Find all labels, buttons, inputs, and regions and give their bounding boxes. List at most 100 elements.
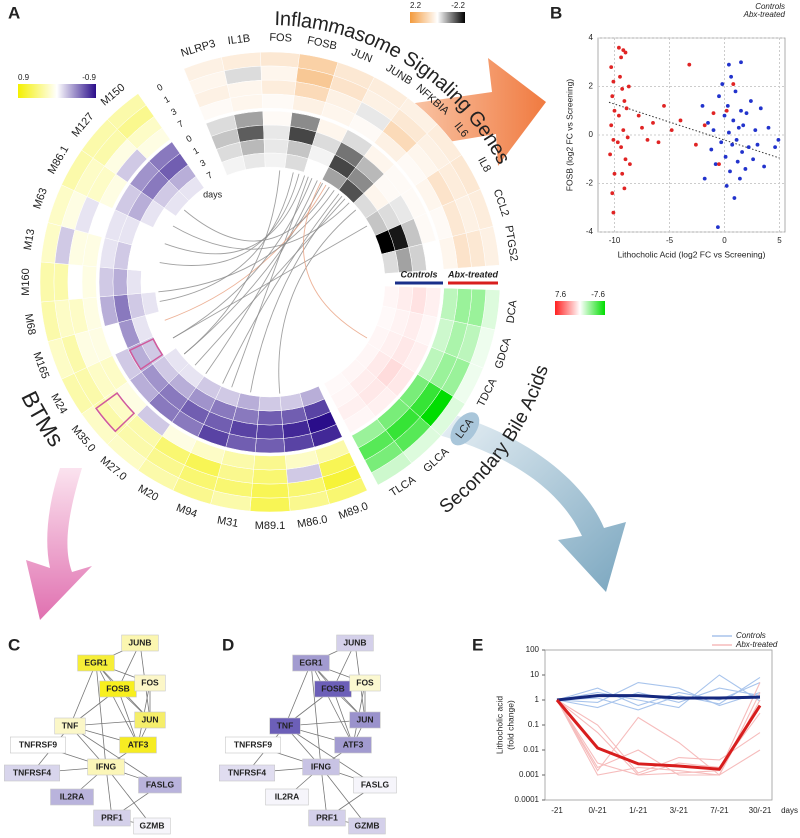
heatmap-cell: [98, 266, 114, 298]
node: [334, 736, 372, 754]
node-label: TNFRSF9: [234, 739, 273, 749]
point: [623, 157, 628, 162]
point: [716, 225, 720, 230]
sector-label: M165: [30, 350, 51, 380]
node: [302, 758, 340, 776]
highlight-box: [128, 337, 164, 371]
colorbar: [555, 301, 605, 315]
chord: [183, 186, 330, 242]
point: [725, 104, 730, 108]
node-label: EGR1: [299, 657, 322, 667]
point: [751, 157, 755, 162]
point: [620, 87, 625, 91]
heatmap-cell: [256, 424, 284, 440]
sector-label: M31: [216, 514, 239, 530]
point: [739, 60, 743, 65]
point: [762, 164, 766, 169]
node-label: FASLG: [146, 779, 175, 789]
heatmap-cell: [53, 262, 70, 302]
heatmap-cell: [258, 396, 282, 412]
chord: [278, 209, 357, 394]
time-label: 0: [155, 82, 164, 93]
y-tick-label: -2: [586, 179, 594, 188]
heatmap-cell: [253, 455, 287, 471]
node-label: GZMB: [139, 820, 164, 830]
node-label: IL2RA: [60, 791, 85, 801]
point: [621, 128, 626, 133]
point: [687, 62, 692, 67]
subject-line: [556, 674, 761, 709]
y-tick-label: 0.1: [528, 720, 540, 729]
heatmap-cell: [252, 469, 288, 485]
time-label: 3: [198, 158, 207, 169]
time-label: 7: [205, 170, 214, 181]
x-tick-label: 7/-21: [710, 806, 729, 815]
point: [617, 45, 621, 50]
sector-label: M86.0: [296, 514, 328, 531]
point: [773, 145, 777, 150]
point: [753, 128, 758, 133]
y-tick-label: -4: [586, 227, 594, 236]
point: [678, 118, 683, 123]
sector-label: M63: [31, 186, 50, 210]
chord: [164, 184, 327, 321]
edge: [105, 766, 153, 827]
chord: [172, 202, 350, 250]
legend-label: Controls: [736, 631, 766, 640]
heatmap-cell: [136, 127, 171, 160]
sector-label: M68: [22, 313, 38, 336]
point: [727, 62, 731, 67]
point: [610, 191, 615, 196]
arrow: [26, 468, 92, 620]
edge: [320, 766, 368, 827]
heatmap-cell: [264, 152, 287, 169]
annotation-badge: [450, 412, 480, 446]
heatmap-cell: [249, 496, 291, 513]
panel-label: D: [222, 635, 234, 654]
edge: [105, 766, 113, 819]
heatmap-cell: [257, 410, 283, 426]
x-tick-label: 0: [722, 236, 727, 245]
chord: [205, 180, 318, 375]
x-tick-label: 1/-21: [629, 806, 648, 815]
group-label: Controls: [401, 269, 438, 279]
subject-line: [556, 699, 761, 776]
heatmap-cell: [262, 110, 293, 127]
node-label: GZMB: [354, 820, 379, 830]
node-label: FOS: [356, 677, 374, 687]
point: [733, 89, 738, 94]
x-tick-label: 3/-21: [670, 806, 689, 815]
y-tick-label: 0: [589, 130, 594, 139]
legend-label: Controls: [755, 2, 785, 11]
chord: [158, 189, 335, 293]
node-label: TNFRSF4: [228, 767, 267, 777]
edge: [310, 662, 322, 768]
node-label: JUNB: [343, 637, 366, 647]
edge: [95, 662, 139, 746]
node: [292, 654, 330, 672]
point: [702, 176, 707, 181]
edge: [284, 725, 376, 786]
point: [651, 120, 655, 125]
node: [54, 717, 86, 735]
node: [349, 711, 381, 729]
heatmap-cell: [261, 93, 295, 110]
point: [731, 118, 736, 123]
point: [662, 104, 666, 108]
x-tick-label: 5: [777, 236, 782, 245]
sector-label: M89.0: [337, 500, 370, 522]
heatmap-cell: [112, 268, 128, 296]
point: [615, 140, 620, 145]
node-label: JUNB: [128, 637, 151, 647]
sector-label: CCL2: [491, 188, 511, 218]
heatmap-cell: [254, 438, 286, 454]
sector-label: FOS: [269, 32, 292, 45]
sector-label: M86.1: [46, 144, 72, 176]
sector-label: M20: [136, 483, 161, 504]
heatmap-cell: [242, 152, 266, 170]
heatmap-cell: [260, 51, 300, 69]
edge: [320, 766, 328, 819]
heatmap-cell: [81, 265, 97, 299]
node-label: TNFRSF9: [19, 739, 58, 749]
edge: [69, 662, 97, 727]
